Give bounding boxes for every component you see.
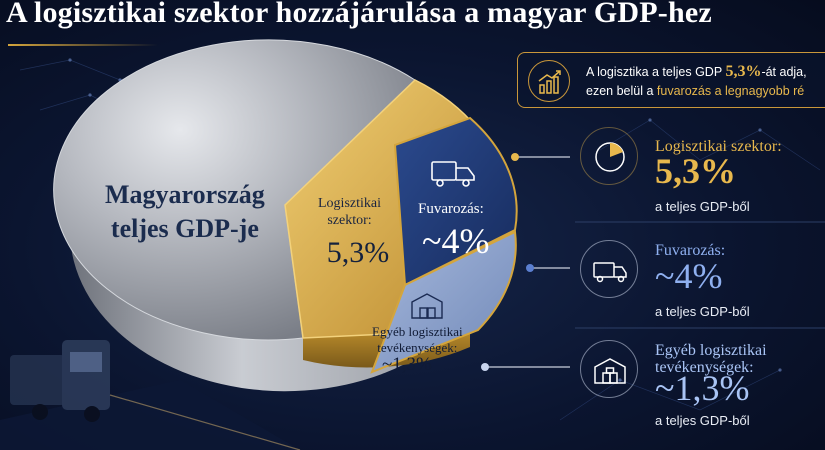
right-other-title-line1: Egyéb logisztikai: [655, 342, 767, 359]
right-other-value: ~1,3%: [655, 368, 750, 408]
chart-growth-icon: [528, 60, 570, 102]
right-other-title: Egyéb logisztikai tevékenységek:: [655, 342, 767, 376]
pie-label-transport-value: ~4%: [422, 221, 490, 261]
right-transport-sub: a teljes GDP-ből: [655, 304, 750, 319]
callout-text: A logisztika a teljes GDP 5,3%-át adja, …: [586, 62, 807, 101]
summary-callout: A logisztika a teljes GDP 5,3%-át adja, …: [517, 52, 825, 108]
pie-label-other-title: Egyéb logisztikai tevékenységek:: [372, 324, 463, 356]
pie-label-logistics-line2: szektor:: [327, 213, 372, 228]
pie-slice-icon: [580, 127, 638, 185]
pie-label-logistics-title: Logisztikai szektor:: [318, 195, 381, 229]
right-logistics-title: Logisztikai szektor:: [655, 138, 782, 155]
title-underline: [8, 44, 158, 46]
pie-slice-transport: [393, 116, 518, 287]
other-slice-warehouse-icon: [411, 293, 443, 319]
connector-dot-transport: [526, 264, 534, 272]
connector-lines: [485, 156, 570, 368]
right-logistics-sub: a teljes GDP-ből: [655, 199, 750, 214]
pie-label-logistics-line1: Logisztikai: [318, 196, 381, 211]
callout-line2-highlight: fuvarozás a legnagyobb ré: [656, 84, 805, 98]
warehouse-icon: [580, 340, 638, 398]
pie-label-gdp-line2: teljes GDP-je: [110, 214, 259, 243]
callout-line2-prefix: ezen belül a: [586, 84, 654, 98]
right-transport-value: ~4%: [655, 256, 723, 296]
callout-line1-value: 5,3%: [725, 63, 762, 80]
pie-label-logistics-value: 5,3%: [326, 236, 390, 269]
connector-dot-other: [481, 363, 489, 371]
pie-label-gdp-line1: Magyarország: [105, 180, 265, 209]
callout-line1-prefix: A logisztika a teljes GDP: [586, 65, 722, 79]
pie-label-transport-title: Fuvarozás:: [418, 201, 484, 217]
right-other-title-line2: tevékenységek:: [655, 359, 754, 376]
truck-icon: [580, 240, 638, 298]
right-transport-title: Fuvarozás:: [655, 242, 726, 259]
truck-background: [0, 340, 301, 450]
pie-label-gdp: Magyarország teljes GDP-je: [105, 178, 265, 246]
callout-line1-suffix: -át adja,: [761, 65, 807, 79]
pie-slice-gdp: [53, 39, 416, 341]
page-title: A logisztikai szektor hozzájárulása a ma…: [6, 0, 712, 29]
connector-dot-logistics: [511, 153, 519, 161]
pie-label-other-line2: tevékenységek:: [377, 340, 458, 355]
pie-slice-other: [370, 230, 517, 374]
pie-label-other-value: ~1,3%: [382, 354, 432, 375]
right-logistics-value: 5,3%: [655, 151, 736, 191]
transport-slice-truck-icon: [431, 161, 475, 187]
right-other-sub: a teljes GDP-ből: [655, 413, 750, 428]
pie-label-other-line1: Egyéb logisztikai: [372, 324, 463, 339]
